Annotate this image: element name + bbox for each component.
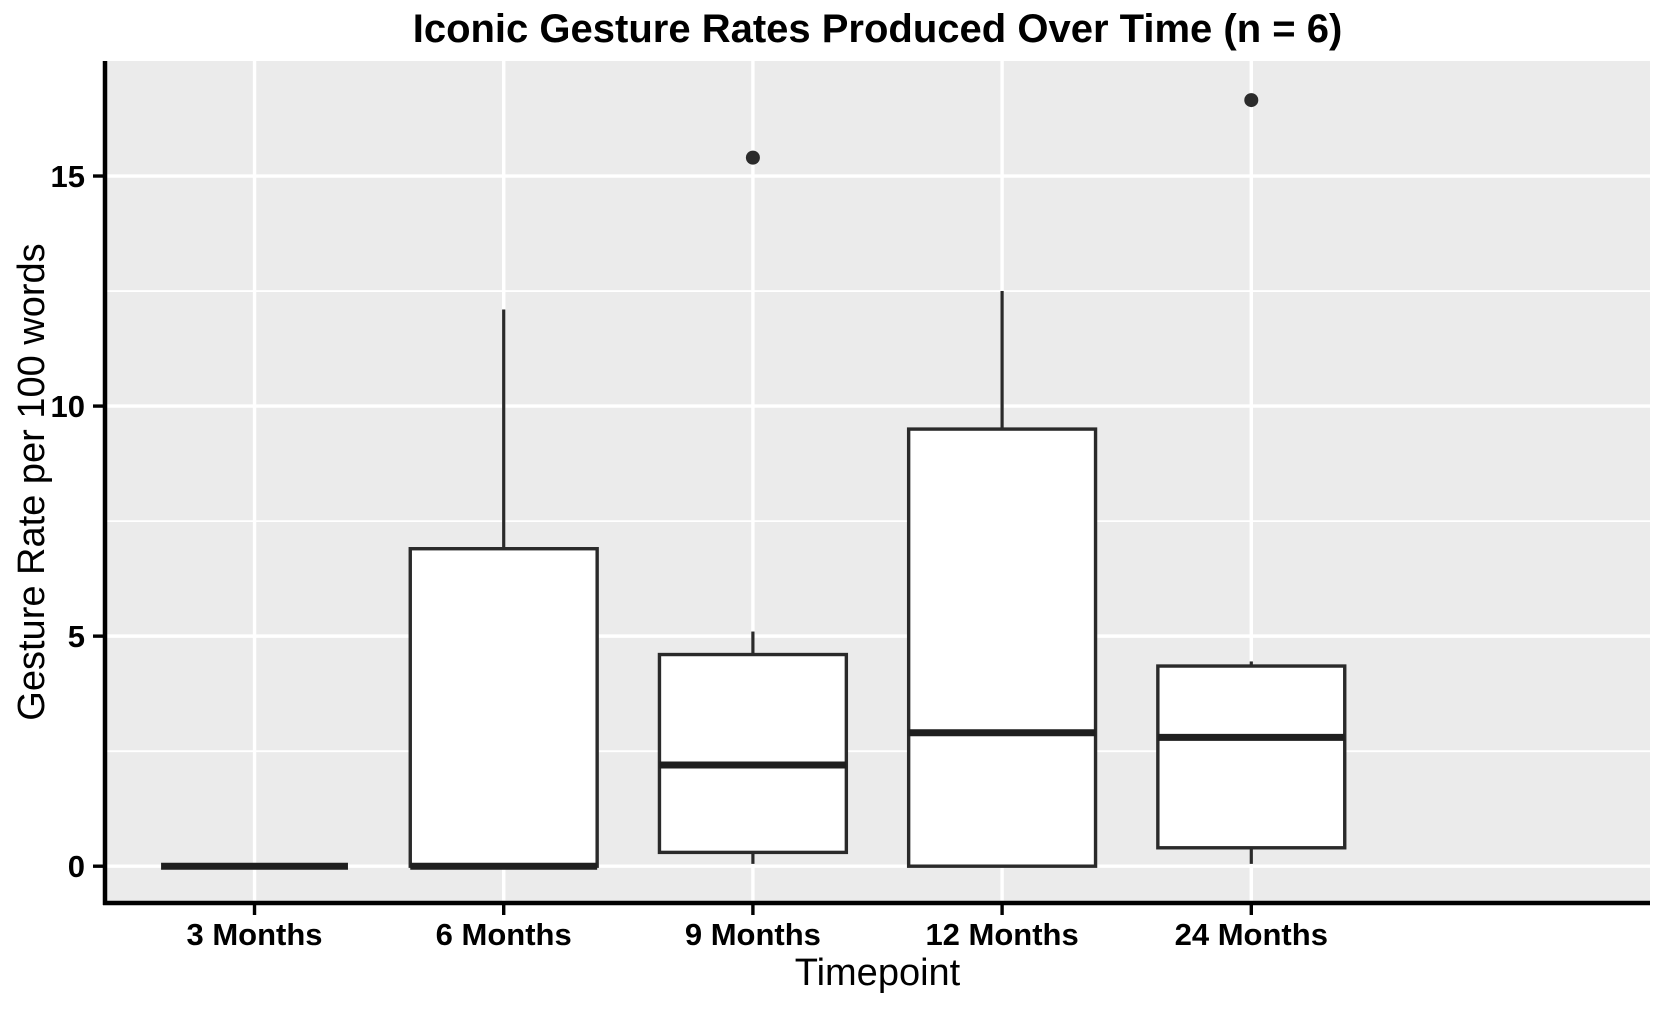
y-axis-title: Gesture Rate per 100 words [11,243,53,721]
box [408,547,599,868]
box [906,427,1098,868]
chart-title: Iconic Gesture Rates Produced Over Time … [412,7,1343,51]
x-tick-label: 6 Months [436,917,572,952]
plot-panel [105,61,1650,903]
box [1156,664,1347,850]
x-tick-label: 3 Months [186,917,322,952]
y-tick-label: 15 [51,159,85,194]
x-tick-label: 24 Months [1175,917,1328,952]
outlier-point [1244,93,1259,108]
y-tick-label: 10 [51,389,85,424]
y-tick-label: 5 [68,619,85,654]
x-tick-label: 12 Months [925,917,1078,952]
x-tick-label: 9 Months [685,917,821,952]
box [657,652,849,855]
y-tick-label: 0 [68,849,85,884]
outlier-point [745,150,760,165]
x-axis-title: Timepoint [794,952,961,994]
